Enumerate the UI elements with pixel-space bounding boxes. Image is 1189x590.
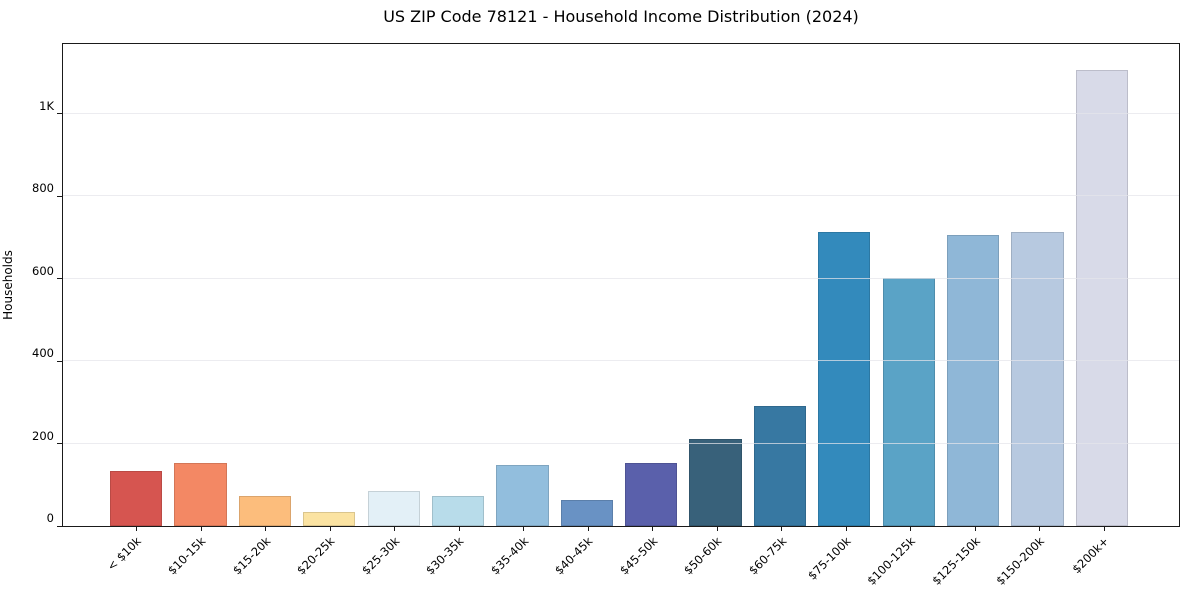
- bar-slot: [168, 44, 232, 526]
- bar-slot: [1070, 44, 1134, 526]
- bar: [753, 406, 806, 526]
- x-tick-mark: [394, 526, 396, 531]
- x-tick-mark: [587, 526, 589, 531]
- bar-slot: [362, 44, 426, 526]
- x-tick-mark: [200, 526, 202, 531]
- bar-slot: [619, 44, 683, 526]
- bar-slot: [490, 44, 554, 526]
- bar: [431, 495, 485, 526]
- bar: [238, 495, 291, 526]
- bar: [496, 464, 549, 526]
- y-tick-mark: [57, 278, 62, 280]
- plot-area: 0 200 400 600 800 1K < $10k $10-15k $15-20k $20-…: [32, 43, 1180, 588]
- bar-slot: [104, 44, 168, 526]
- x-tick-label: $10-15k: [165, 534, 209, 578]
- bar-slot: [683, 44, 747, 526]
- y-tick-label: 1K: [39, 98, 54, 113]
- bars-layer: [63, 44, 1179, 526]
- x-tick-label: $35-40k: [487, 534, 532, 578]
- bar-slot: [748, 44, 812, 526]
- chart-title: US ZIP Code 78121 - Household Income Dis…: [383, 7, 859, 26]
- bar: [689, 439, 742, 526]
- x-tick-mark: [845, 526, 847, 531]
- x-tick-label: $15-20k: [229, 534, 274, 578]
- y-tick-label: 200: [32, 428, 54, 443]
- x-tick-label: < $10k: [104, 534, 145, 574]
- bar: [1011, 232, 1064, 526]
- x-tick-label: $45-50k: [616, 534, 661, 578]
- bar-slot: [555, 44, 619, 526]
- x-tick-label: $25-30k: [358, 534, 403, 578]
- x-tick-label: $100-125k: [864, 534, 919, 588]
- x-tick-label: $60-75k: [745, 534, 790, 578]
- x-tick-label: $200k+: [1069, 534, 1112, 577]
- x-tick-mark: [652, 526, 654, 531]
- bar: [560, 500, 613, 526]
- x-tick-label: $30-35k: [423, 534, 467, 578]
- x-tick-mark: [1103, 526, 1105, 531]
- y-tick-label: 400: [32, 346, 54, 361]
- bar-slot: [233, 44, 297, 526]
- bar-slot: [426, 44, 490, 526]
- x-tick-mark: [910, 526, 912, 531]
- y-tick-label: 0: [46, 511, 54, 525]
- x-tick-label: $150-200k: [993, 534, 1048, 588]
- bar: [625, 462, 678, 526]
- bar-slot: [812, 44, 876, 526]
- x-tick-mark: [265, 526, 267, 531]
- x-tick-label: $20-25k: [294, 534, 338, 578]
- x-tick-mark: [716, 526, 718, 531]
- x-tick-label: $50-60k: [681, 534, 725, 578]
- bar-slot: [1005, 44, 1069, 526]
- bar: [367, 490, 420, 526]
- y-tick-mark: [57, 525, 62, 527]
- x-tick-mark: [523, 526, 525, 531]
- y-tick-label: 600: [32, 263, 54, 278]
- bar: [110, 471, 163, 526]
- y-tick-mark: [57, 360, 62, 362]
- bar: [882, 278, 935, 526]
- bar-slot: [877, 44, 941, 526]
- x-tick-mark: [458, 526, 460, 531]
- y-tick-mark: [57, 113, 62, 115]
- bar: [946, 234, 1000, 526]
- y-tick-label: 800: [32, 181, 54, 196]
- x-tick-mark: [974, 526, 976, 531]
- bar: [818, 231, 871, 526]
- y-tick-mark: [57, 195, 62, 197]
- bar: [1075, 69, 1128, 526]
- bar: [174, 463, 227, 526]
- x-tick-label: $40-45k: [552, 534, 596, 578]
- x-tick-label: $125-150k: [928, 534, 983, 588]
- x-tick-label: $75-100k: [805, 534, 854, 583]
- y-tick-mark: [57, 443, 62, 445]
- x-tick-mark: [329, 526, 331, 531]
- x-tick-mark: [136, 526, 138, 531]
- bar: [303, 511, 356, 526]
- y-axis-label: Households: [1, 250, 15, 320]
- x-tick-mark: [1039, 526, 1041, 531]
- x-tick-mark: [781, 526, 783, 531]
- bar-slot: [941, 44, 1005, 526]
- bar-slot: [297, 44, 361, 526]
